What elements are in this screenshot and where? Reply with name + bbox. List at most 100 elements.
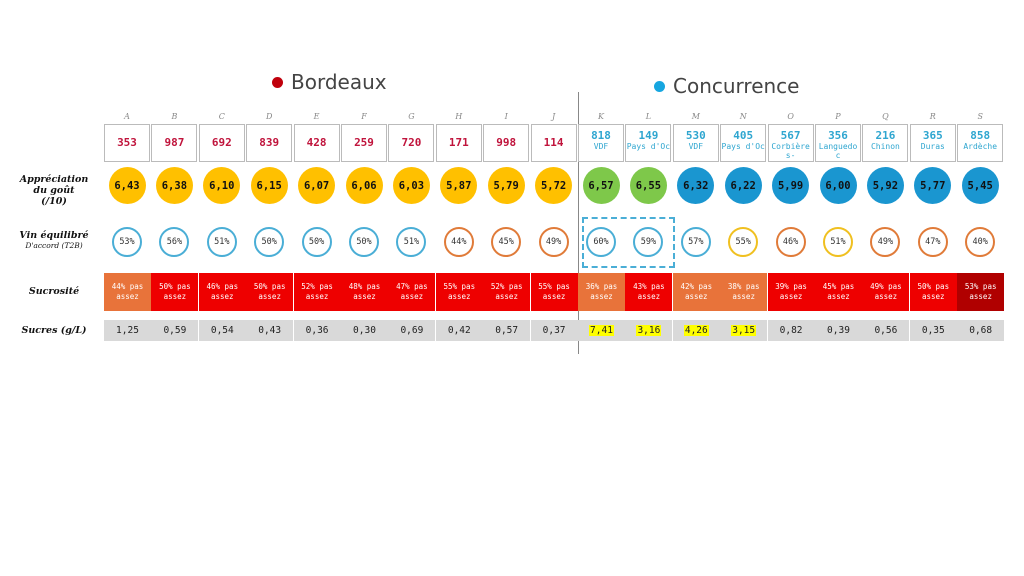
- score-circle: 6,15: [250, 167, 288, 204]
- sucres-cell: 0,42: [435, 320, 483, 341]
- sucres-cell: 0,68: [957, 320, 1005, 341]
- sucrosite-cell: 48% pas assez: [341, 273, 388, 311]
- code-cell: 216 Chinon: [862, 124, 909, 162]
- sucrosite-cell: 42% pas assez: [672, 273, 720, 311]
- equilibre-ring: 50%: [254, 227, 285, 257]
- sucrosite-cell: 43% pas assez: [625, 273, 673, 311]
- sucrosite-cell: 55% pas assez: [435, 273, 483, 311]
- code-label: 692: [211, 136, 232, 149]
- code-label: 530: [685, 129, 706, 142]
- code-label: 839: [259, 136, 280, 149]
- equilibre-ring: 47%: [917, 227, 948, 257]
- equilibre-line: Vin équilibré: [19, 230, 89, 241]
- score-circle: 5,45: [961, 167, 999, 204]
- equilibre-ring: 53%: [112, 227, 142, 257]
- code-label: 720: [401, 136, 422, 149]
- code-sublabel: Ardèche: [963, 142, 998, 151]
- sucres-value: 7,41: [589, 325, 614, 336]
- sucres-value: 3,15: [731, 325, 757, 336]
- highlight-box: [582, 217, 675, 268]
- code-label: 356: [828, 129, 848, 142]
- score-circle: 6,57: [582, 167, 620, 204]
- sucres-value: 0,39: [827, 325, 850, 336]
- code-label: 858: [970, 129, 991, 142]
- column-letter: F: [361, 112, 367, 121]
- code-label: 405: [733, 129, 754, 142]
- sucrosite-cell: 52% pas assez: [293, 273, 341, 311]
- score-circle: 5,79: [487, 167, 525, 204]
- column-letter: H: [455, 112, 463, 121]
- concurrence-label: Concurrence: [673, 74, 800, 98]
- code-cell: 858 Ardèche: [957, 124, 1004, 162]
- equilibre-ring: 57%: [680, 227, 711, 257]
- sucrosite-cell: 49% pas assez: [862, 273, 910, 311]
- code-label: 987: [164, 136, 185, 149]
- code-cell: 356 Languedo c: [815, 124, 861, 162]
- equilibre-ring: 49%: [538, 227, 569, 257]
- code-cell: 259: [341, 124, 387, 162]
- equilibre-ring: 44%: [443, 227, 474, 257]
- row-label-equilibre: Vin équilibré D'accord (T2B): [8, 230, 100, 250]
- sucrosite-cell: 44% pas assez: [104, 273, 151, 311]
- code-cell: 692: [198, 124, 245, 162]
- code-label: 818: [591, 129, 611, 142]
- code-label: 365: [922, 129, 943, 142]
- sucrosite-cell: 39% pas assez: [767, 273, 815, 311]
- row-label-sucrosite: Sucrosité: [28, 286, 80, 297]
- code-cell: 171: [435, 124, 482, 162]
- sucrosite-cell: 55% pas assez: [530, 273, 578, 311]
- column-letter: L: [645, 112, 652, 121]
- sucres-value: 0,59: [163, 325, 187, 336]
- score-circle: 5,87: [440, 167, 478, 204]
- sucres-value: 0,35: [921, 325, 945, 336]
- column-letter: P: [835, 112, 841, 121]
- group-divider: [578, 92, 579, 354]
- score-circle: 5,99: [772, 167, 810, 204]
- equilibre-ring: 56%: [159, 227, 190, 257]
- code-cell: 839: [246, 124, 293, 162]
- sucres-value: 3,16: [636, 325, 662, 336]
- sucres-cell: 4,26: [672, 320, 720, 341]
- equilibre-ring: 51%: [206, 227, 237, 257]
- code-label: 567: [780, 129, 801, 142]
- equilibre-subline: D'accord (T2B): [25, 241, 83, 250]
- sucrosite-cell: 52% pas assez: [483, 273, 531, 311]
- code-label: 259: [354, 136, 374, 149]
- sucrosite-cell: 53% pas assez: [957, 273, 1005, 311]
- score-circle: 6,07: [298, 167, 336, 204]
- sucres-cell: 1,25: [104, 320, 151, 341]
- appreciation-line-1: Appréciation: [19, 174, 89, 185]
- equilibre-ring: 46%: [775, 227, 806, 257]
- sucres-value: 0,36: [305, 325, 329, 336]
- sucres-cell: 0,36: [293, 320, 341, 341]
- sucres-cell: 3,16: [625, 320, 673, 341]
- sucres-value: 0,68: [969, 325, 993, 336]
- code-sublabel: Languedo c: [818, 142, 858, 160]
- equilibre-ring: 59%: [633, 227, 664, 257]
- score-circle: 6,43: [108, 167, 146, 204]
- row-label-sucres: Sucres (g/L): [21, 325, 87, 336]
- code-cell: 149 Pays d'Oc: [625, 124, 672, 162]
- code-label: 998: [496, 136, 517, 149]
- sucres-cell: 0,69: [388, 320, 436, 341]
- code-cell: 987: [151, 124, 198, 162]
- sucrosite-cell: 50% pas assez: [909, 273, 957, 311]
- equilibre-ring: 60%: [586, 227, 616, 257]
- code-label: 353: [117, 136, 137, 149]
- code-cell: 353: [104, 124, 150, 162]
- sucrosite-cell: 46% pas assez: [198, 273, 246, 311]
- equilibre-ring: 50%: [349, 227, 379, 257]
- score-circle: 5,92: [866, 167, 904, 204]
- score-circle: 5,72: [535, 167, 573, 204]
- score-circle: 6,22: [724, 167, 762, 204]
- sucres-value: 0,30: [353, 325, 376, 336]
- code-sublabel: Corbière s-: [771, 142, 810, 160]
- code-sublabel: Duras: [920, 142, 945, 151]
- code-cell: 365 Duras: [909, 124, 956, 162]
- sucrosite-cell: 47% pas assez: [388, 273, 436, 311]
- equilibre-ring: 49%: [870, 227, 901, 257]
- sucres-cell: 7,41: [578, 320, 625, 341]
- equilibre-ring: 50%: [301, 227, 332, 257]
- column-letter: A: [124, 112, 130, 121]
- sucres-value: 0,82: [779, 325, 803, 336]
